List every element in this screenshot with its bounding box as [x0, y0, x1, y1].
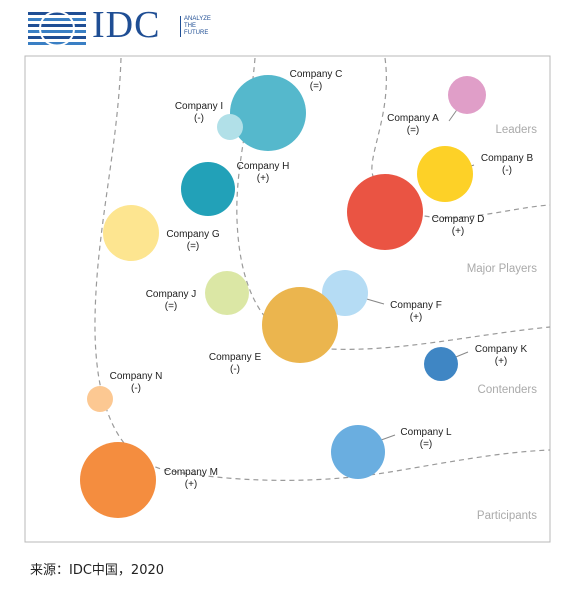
- label-company-k: Company K: [475, 344, 528, 355]
- boundary-participants: [94, 57, 551, 481]
- label-company-c: Company C: [290, 69, 343, 80]
- bubble-company-i: [217, 114, 243, 140]
- tagline-line: ANALYZE: [184, 16, 211, 22]
- segment-label-contenders: Contenders: [478, 384, 538, 396]
- company-labels: Company A(=)Company B(-)Company C(=)Comp…: [110, 69, 534, 490]
- change-company-b: (-): [502, 165, 512, 176]
- label-company-l: Company L: [400, 427, 452, 438]
- change-company-l: (=): [420, 439, 433, 450]
- bubble-company-d: [347, 174, 423, 250]
- label-company-j: Company J: [146, 289, 197, 300]
- idc-logo-mark: [28, 10, 86, 47]
- label-company-m: Company M: [164, 467, 218, 478]
- segment-label-leaders: Leaders: [495, 124, 537, 136]
- change-company-d: (+): [452, 226, 465, 237]
- bubble-company-j: [205, 271, 249, 315]
- bubble-company-k: [424, 347, 458, 381]
- bubble-company-g: [103, 205, 159, 261]
- label-company-h: Company H: [237, 161, 290, 172]
- change-company-j: (=): [165, 301, 178, 312]
- change-company-e: (-): [230, 364, 240, 375]
- bubble-company-m: [80, 442, 156, 518]
- globe-icon: [28, 10, 86, 47]
- bubble-company-l: [331, 425, 385, 479]
- tagline-line: FUTURE: [184, 30, 209, 36]
- segment-label-participants: Participants: [477, 510, 537, 522]
- change-company-g: (=): [187, 241, 200, 252]
- label-company-f: Company F: [390, 300, 442, 311]
- tagline-line: THE: [184, 23, 196, 29]
- logo-wordmark: IDC: [92, 4, 161, 46]
- change-company-f: (+): [410, 312, 423, 323]
- label-company-b: Company B: [481, 153, 534, 164]
- bubble-company-e: [262, 287, 338, 363]
- label-company-a: Company A: [387, 113, 439, 124]
- logo-tagline: ANALYZE THE FUTURE: [180, 16, 211, 37]
- bubbles: [80, 75, 486, 518]
- change-company-n: (-): [131, 383, 141, 394]
- change-company-a: (=): [407, 125, 420, 136]
- label-company-d: Company D: [432, 214, 485, 225]
- change-company-h: (+): [257, 173, 270, 184]
- label-company-n: Company N: [110, 371, 163, 382]
- bubble-company-h: [181, 162, 235, 216]
- bubble-company-n: [87, 386, 113, 412]
- change-company-m: (+): [185, 479, 198, 490]
- label-company-i: Company I: [175, 101, 223, 112]
- segment-label-major-players: Major Players: [467, 263, 538, 275]
- change-company-i: (-): [194, 113, 204, 124]
- change-company-c: (=): [310, 81, 323, 92]
- bubble-company-f: [322, 270, 368, 316]
- bubble-company-a: [448, 76, 486, 114]
- source-note: 来源：IDC中国，2020: [30, 563, 165, 578]
- bubble-company-c: [230, 75, 306, 151]
- label-company-g: Company G: [166, 229, 220, 240]
- bubble-company-b: [417, 146, 473, 202]
- change-company-k: (+): [495, 356, 508, 367]
- label-company-e: Company E: [209, 352, 262, 363]
